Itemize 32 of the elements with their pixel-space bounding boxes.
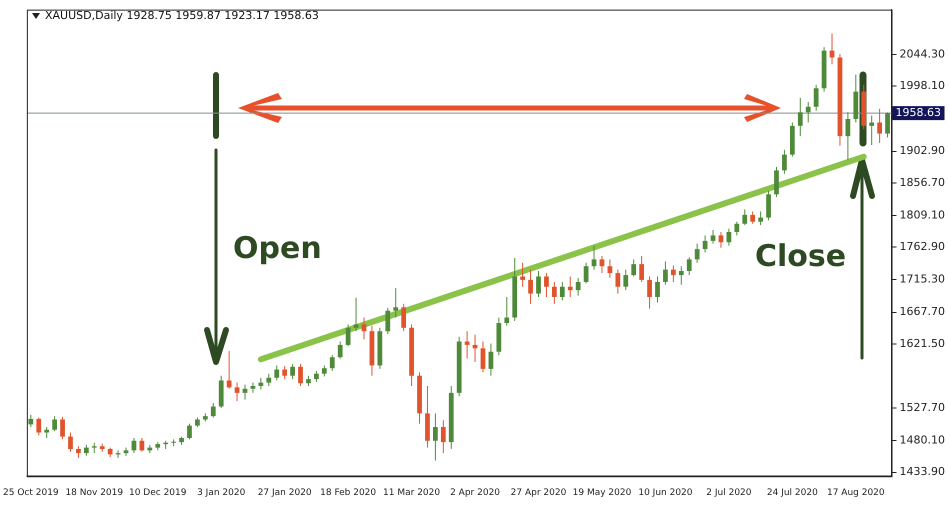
x-tick-label: 25 Oct 2019: [3, 488, 59, 498]
y-tick-label: 1480.10: [900, 434, 946, 447]
y-tick-label: 1998.10: [900, 78, 946, 92]
y-tick-label: 1527.70: [900, 400, 946, 414]
x-tick-label: 27 Apr 2020: [510, 488, 567, 498]
x-tick-label: 3 Jan 2020: [197, 488, 246, 498]
x-tick-label: 27 Jan 2020: [258, 488, 312, 498]
y-tick-label: 1902.90: [900, 144, 946, 158]
ref-line-label: 1958.63: [896, 106, 942, 119]
y-tick-label: 1762.90: [900, 240, 946, 253]
x-tick-label: 18 Nov 2019: [65, 488, 124, 498]
y-tick-label: 1809.10: [900, 208, 946, 222]
y-tick-label: 2044.30: [900, 47, 946, 60]
annotation: Open: [233, 231, 322, 266]
candlestick: [242, 384, 248, 400]
chart-title: XAUUSD,Daily 1928.75 1959.87 1923.17 1958.63: [45, 9, 319, 22]
annotation: Close: [755, 239, 846, 274]
x-tick-label: 10 Jun 2020: [638, 488, 693, 498]
candlestick: [116, 450, 120, 458]
x-tick-label: 2 Apr 2020: [450, 488, 500, 498]
x-tick-label: 18 Feb 2020: [320, 488, 376, 498]
y-tick-label: 1621.50: [900, 336, 946, 350]
x-tick-label: 10 Dec 2019: [128, 488, 187, 498]
y-tick-label: 1856.70: [900, 176, 946, 189]
x-tick-label: 2 Jul 2020: [706, 488, 752, 498]
x-tick-label: 11 Mar 2020: [383, 488, 440, 498]
y-tick-label: 1715.30: [900, 272, 946, 286]
x-tick-label: 24 Jul 2020: [766, 488, 818, 498]
y-tick-label: 1667.70: [900, 305, 946, 318]
x-tick-label: 19 May 2020: [572, 488, 632, 498]
x-tick-label: 17 Aug 2020: [826, 488, 885, 498]
y-tick-label: 1433.90: [900, 465, 946, 478]
